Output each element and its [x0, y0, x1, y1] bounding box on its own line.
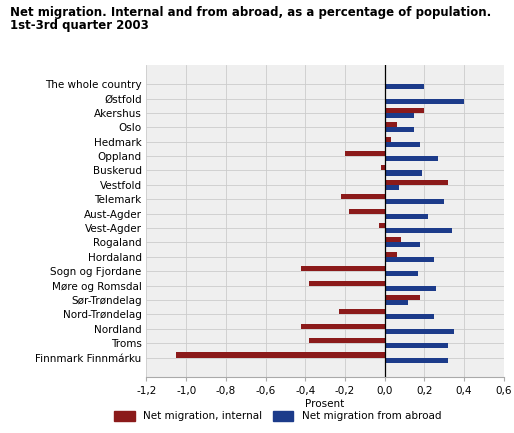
Bar	[384, 213, 428, 219]
Bar	[384, 314, 434, 320]
Bar	[384, 343, 448, 348]
Bar	[301, 266, 384, 271]
Bar	[301, 324, 384, 329]
Bar	[384, 122, 397, 127]
Bar	[384, 99, 464, 103]
Bar	[384, 242, 420, 247]
Bar	[339, 309, 384, 314]
Bar	[384, 257, 434, 262]
Bar	[384, 286, 436, 291]
Bar	[349, 209, 384, 213]
Bar	[384, 329, 454, 334]
Bar	[384, 180, 448, 185]
Bar	[176, 352, 384, 358]
Bar	[379, 223, 384, 228]
Bar	[309, 281, 384, 286]
Bar	[384, 252, 397, 257]
Legend: Net migration, internal, Net migration from abroad: Net migration, internal, Net migration f…	[109, 407, 446, 426]
Bar	[384, 228, 452, 233]
Bar	[384, 127, 414, 132]
X-axis label: Prosent: Prosent	[305, 398, 345, 408]
Bar	[384, 108, 425, 113]
Bar	[384, 199, 444, 204]
Bar	[309, 338, 384, 343]
Bar	[384, 142, 420, 147]
Text: 1st-3rd quarter 2003: 1st-3rd quarter 2003	[10, 19, 149, 32]
Bar	[384, 84, 425, 89]
Bar	[384, 185, 398, 190]
Bar	[345, 151, 384, 156]
Bar	[341, 194, 384, 199]
Text: Net migration. Internal and from abroad, as a percentage of population.: Net migration. Internal and from abroad,…	[10, 6, 491, 19]
Bar	[384, 156, 438, 161]
Bar	[384, 237, 400, 242]
Bar	[384, 295, 420, 300]
Bar	[384, 271, 418, 276]
Bar	[384, 113, 414, 118]
Bar	[384, 137, 391, 142]
Bar	[381, 165, 384, 171]
Bar	[384, 171, 423, 175]
Bar	[384, 358, 448, 362]
Bar	[384, 300, 409, 305]
